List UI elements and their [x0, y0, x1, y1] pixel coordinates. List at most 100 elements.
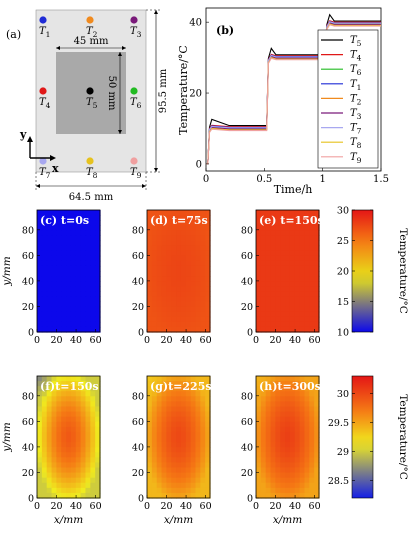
heatmap-cell — [190, 281, 197, 287]
heatmap-cell — [289, 215, 296, 221]
heatmap-cell — [195, 301, 201, 308]
heatmap-cell — [166, 311, 172, 318]
heatmap-cell — [51, 406, 57, 413]
heatmap-cell — [70, 487, 77, 494]
heatmap-cell — [46, 411, 53, 418]
heatmap-cell — [289, 426, 296, 433]
heatmap-cell — [147, 235, 153, 242]
heatmap-cell — [200, 452, 206, 458]
heatmap-cell — [309, 255, 315, 262]
heatmap-cell — [156, 381, 163, 387]
heatmap-cell — [166, 447, 172, 453]
heatmap-cell — [314, 391, 320, 397]
heatmap-cell — [265, 230, 272, 237]
heatmap-cell — [151, 467, 158, 474]
heatmap-cell — [314, 245, 320, 252]
heatmap-cell — [299, 431, 306, 438]
heatmap-cell — [289, 281, 296, 287]
heatmap-cell — [151, 296, 158, 303]
heatmap-cell — [56, 401, 62, 408]
heatmap-cell — [56, 457, 62, 464]
heatmap-cell — [309, 245, 315, 252]
heatmap-cell — [299, 286, 306, 292]
heatmap-cell — [61, 301, 67, 308]
heatmap-cell — [289, 250, 296, 257]
heatmap-cell — [185, 245, 192, 252]
heatmap-cell — [75, 235, 82, 242]
heatmap-cell — [280, 381, 286, 387]
heatmap-ytick-label: 0 — [247, 494, 253, 505]
heatmap-cell — [200, 225, 206, 231]
heatmap-cell — [51, 447, 57, 453]
heatmap-cell — [304, 240, 310, 247]
heatmap-cell — [195, 245, 201, 252]
heatmap-cell — [176, 406, 182, 413]
heatmap-cell — [294, 416, 301, 423]
heatmap-cell — [147, 482, 153, 489]
heatmap-cell — [190, 260, 197, 267]
heatmap-cell — [41, 467, 48, 474]
heatmap-cell — [260, 291, 267, 298]
heatmap-cell — [75, 401, 82, 408]
heatmap-cell — [270, 240, 276, 247]
sensor-label-3: T3 — [130, 26, 142, 39]
heatmap-cell — [147, 240, 153, 247]
heatmap-cell — [185, 492, 192, 499]
heatmap-cell — [176, 291, 182, 298]
heatmap-cell — [200, 487, 206, 494]
heatmap-cell — [256, 250, 262, 257]
heatmap-cell — [166, 240, 172, 247]
heatmap-cell — [75, 286, 82, 292]
heatmap-cell — [75, 487, 82, 494]
heatmap-cell — [190, 376, 197, 382]
heatmap-cell — [171, 467, 177, 474]
heatmap-cell — [299, 230, 306, 237]
heatmap-cell — [265, 316, 272, 323]
heatmap-cell — [285, 472, 291, 479]
heatmap-cell — [256, 492, 262, 499]
heatmap-cell — [304, 286, 310, 292]
heatmap-cell — [314, 230, 320, 237]
heatmap-cell — [51, 492, 57, 499]
heatmap-cell — [151, 437, 158, 443]
heatmap-cell — [151, 386, 158, 392]
heatmap-cell — [195, 386, 201, 392]
heatmap-cell — [275, 225, 281, 231]
heatmap-cell — [147, 477, 153, 484]
heatmap-cell — [85, 240, 91, 247]
heatmap-cell — [171, 255, 177, 262]
sensor-label-4: T4 — [39, 97, 51, 110]
heatmap-cell — [95, 421, 101, 428]
heatmap-cell — [190, 457, 197, 464]
legend-label-T2: T2 — [350, 93, 362, 106]
heatmap-cell — [147, 437, 153, 443]
heatmap-cell — [195, 225, 201, 231]
heatmap-cell — [185, 457, 192, 464]
heatmap-cell — [304, 230, 310, 237]
heatmap-cell — [151, 291, 158, 298]
heatmap-cell — [156, 240, 163, 247]
heatmap-cell — [256, 296, 262, 303]
heatmap-cell — [314, 482, 320, 489]
heatmap-cell — [85, 291, 91, 298]
heatmap-cell — [275, 431, 281, 438]
heatmap-cell — [161, 250, 167, 257]
heatmap-cell — [265, 250, 272, 257]
heatmap-cell — [294, 321, 301, 328]
heatmap-cell — [294, 431, 301, 438]
heatmap-cell — [166, 442, 172, 448]
heatmap-xtick-label: 40 — [70, 501, 82, 512]
heatmap-cell — [289, 306, 296, 313]
heatmap-cell — [285, 421, 291, 428]
heatmap-cell — [147, 411, 153, 418]
heatmap-cell — [46, 482, 53, 489]
heatmap-cell — [309, 271, 315, 277]
heatmap-cell — [56, 265, 62, 272]
heatmap-xtick-label: 60 — [309, 501, 321, 512]
heatmap-cell — [46, 442, 53, 448]
heatmap-cell — [75, 296, 82, 303]
heatmap-cell — [61, 472, 67, 479]
heatmap-cell — [294, 401, 301, 408]
heatmap-cell — [205, 276, 211, 282]
